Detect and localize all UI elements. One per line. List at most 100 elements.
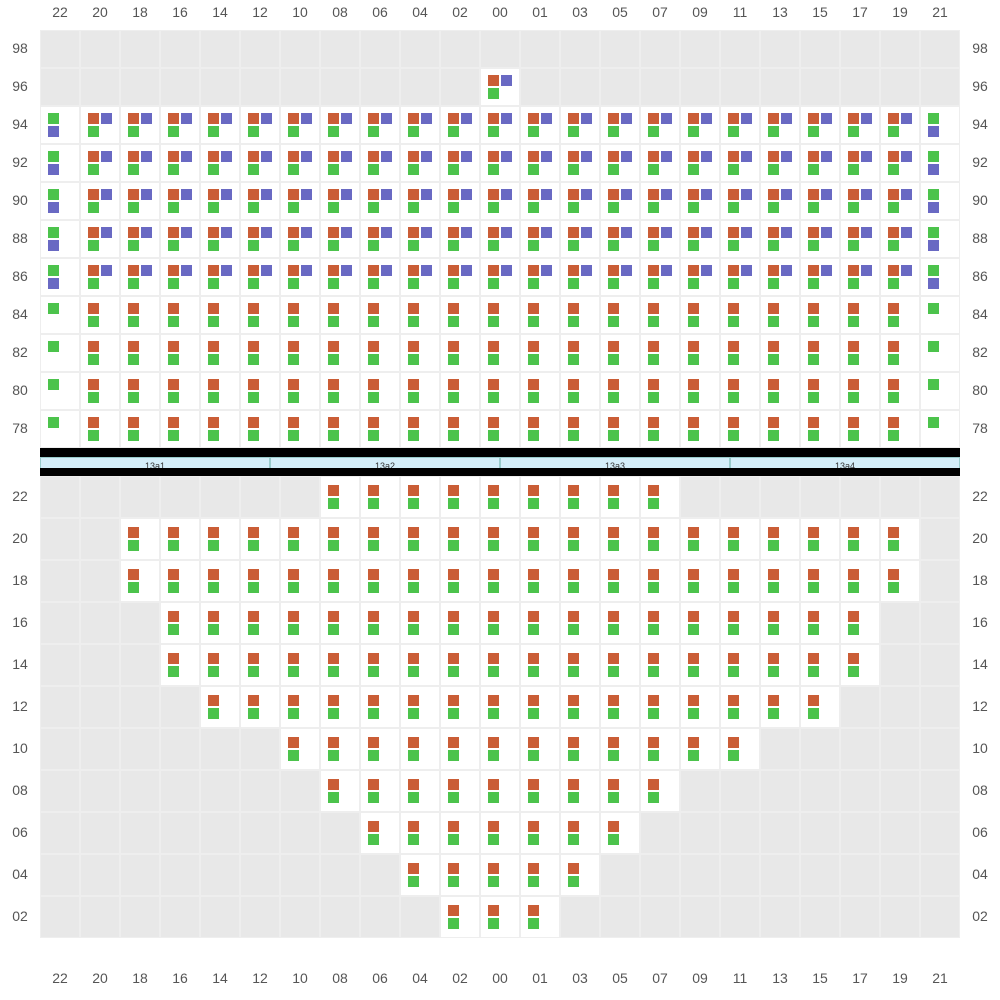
column-label: 16 [160,4,200,26]
marker-green [768,540,779,551]
marker-orange [368,485,379,496]
cell-markers [808,265,832,289]
cell-markers [528,821,552,845]
row-label-left: 14 [6,656,34,672]
cell-markers [488,75,512,99]
marker-orange [328,653,339,664]
grid-cell [800,896,840,938]
marker-blue [421,189,432,200]
marker-orange [608,779,619,790]
cell-markers [328,611,352,635]
cell-markers [848,417,872,441]
marker-green [288,666,299,677]
marker-orange [528,779,539,790]
marker-green [408,540,419,551]
cell-markers [488,227,512,251]
grid-cell [840,296,880,334]
marker-orange [488,779,499,790]
grid-cell [440,334,480,372]
grid-cell [680,106,720,144]
marker-green [528,624,539,635]
cell-markers [608,611,632,635]
grid-cell [720,68,760,106]
marker-blue [741,189,752,200]
marker-blue [181,227,192,238]
marker-green [288,126,299,137]
cell-markers [408,695,432,719]
cell-markers [248,265,272,289]
cell-markers [928,189,952,213]
cell-markers [408,527,432,551]
row-label-right: 20 [966,530,994,546]
grid-cell [880,334,920,372]
marker-blue [741,227,752,238]
marker-orange [688,189,699,200]
grid-cell [600,258,640,296]
grid-cell [600,644,640,686]
cell-markers [768,611,792,635]
cell-markers [168,611,192,635]
marker-orange [568,821,579,832]
cell-markers [808,227,832,251]
marker-green [88,430,99,441]
cell-markers [568,821,592,845]
marker-green [928,265,939,276]
grid-cell [80,644,120,686]
marker-blue [741,265,752,276]
cell-markers [288,113,312,137]
marker-blue [901,113,912,124]
column-label: 04 [400,4,440,26]
marker-orange [408,821,419,832]
marker-green [768,240,779,251]
marker-orange [568,265,579,276]
marker-orange [168,189,179,200]
marker-orange [528,417,539,428]
cell-markers [928,151,952,175]
cell-markers [728,653,752,677]
cell-markers [128,341,152,365]
cell-markers [688,265,712,289]
cell-markers [208,189,232,213]
marker-orange [368,341,379,352]
grid-cell [800,106,840,144]
marker-orange [128,189,139,200]
grid-cell [920,728,960,770]
marker-orange [488,527,499,538]
marker-orange [368,113,379,124]
marker-orange [328,379,339,390]
grid-cell [480,518,520,560]
cell-markers [128,379,152,403]
grid-cell [640,182,680,220]
cell-markers [888,227,912,251]
grid-cell [40,410,80,448]
cell-markers [528,527,552,551]
marker-orange [648,527,659,538]
marker-green [248,708,259,719]
cell-markers [528,151,552,175]
marker-green [728,708,739,719]
cell-markers [168,379,192,403]
grid-cell [520,296,560,334]
marker-blue [141,151,152,162]
column-label: 01 [520,4,560,26]
grid-cell [80,106,120,144]
marker-orange [128,569,139,580]
grid-cell [80,220,120,258]
cell-markers [488,569,512,593]
cell-markers [168,303,192,327]
grid-cell [840,560,880,602]
cell-markers [248,113,272,137]
marker-green [448,240,459,251]
grid-cell [680,854,720,896]
marker-orange [208,527,219,538]
marker-orange [848,653,859,664]
grid-cell [760,296,800,334]
grid-cell [160,560,200,602]
cell-markers [328,303,352,327]
marker-orange [168,303,179,314]
marker-orange [768,417,779,428]
marker-green [808,316,819,327]
marker-blue [781,151,792,162]
grid-cell [240,258,280,296]
marker-orange [688,737,699,748]
